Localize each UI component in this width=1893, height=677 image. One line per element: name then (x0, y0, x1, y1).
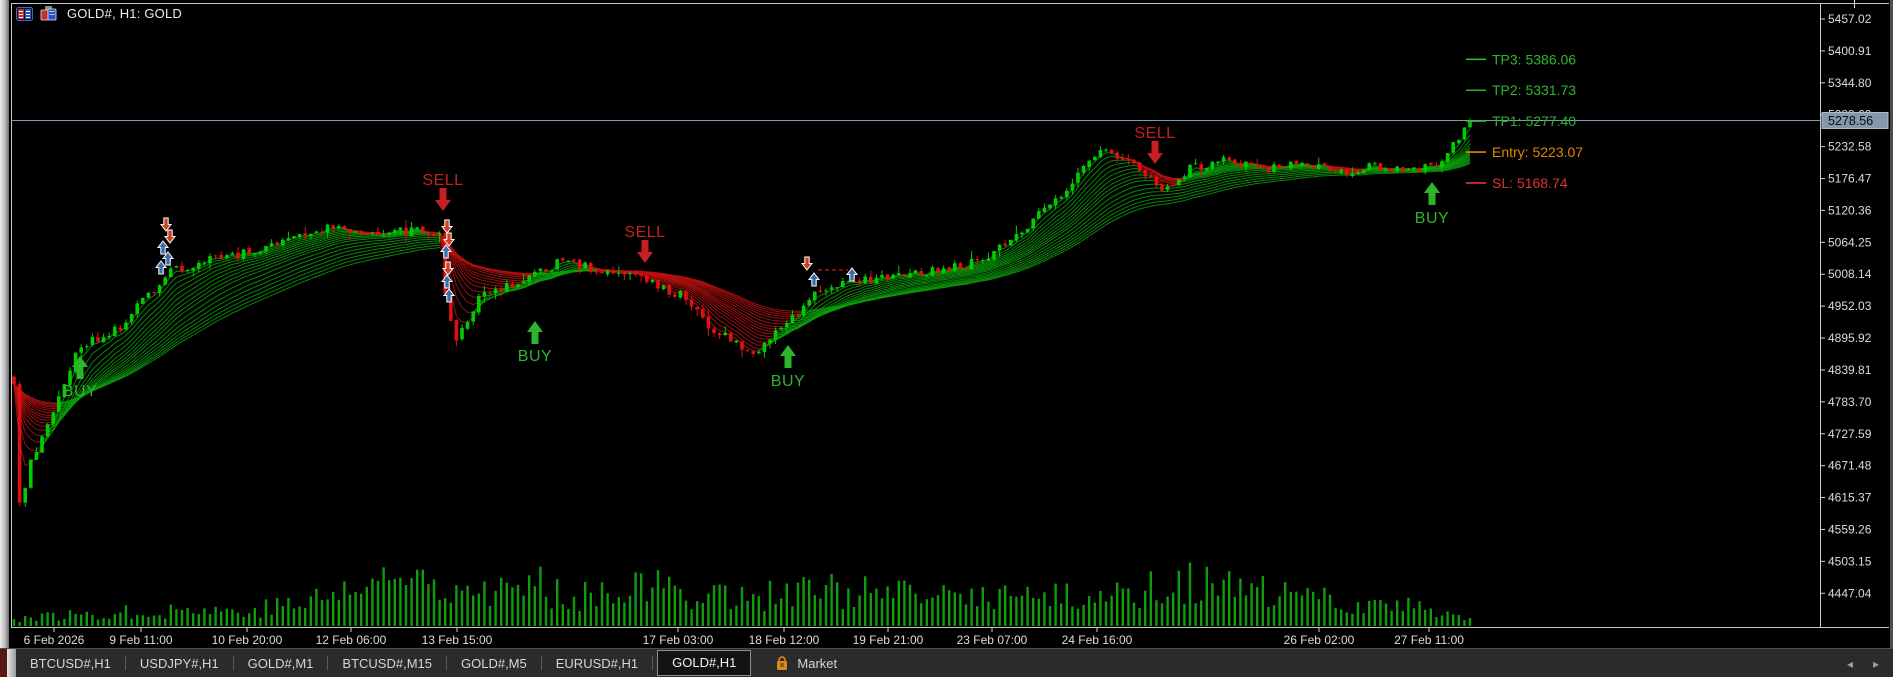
tab-separator (232, 656, 234, 670)
price-tick-label: 4503.15 (1828, 554, 1872, 568)
price-tick-label: 4839.81 (1828, 363, 1872, 377)
price-tick-label: 5457.02 (1828, 12, 1872, 26)
tab-scroll-left-button[interactable]: ◂ (1846, 656, 1853, 671)
tab-separator (124, 656, 126, 670)
price-tick-label: 4727.59 (1828, 427, 1872, 441)
tab-bar-edge (7, 648, 16, 677)
buy-signal-label: BUY (1415, 210, 1449, 227)
tab-separator (446, 656, 447, 670)
time-tick-label: 12 Feb 06:00 (316, 633, 387, 647)
time-tick-label: 27 Feb 11:00 (1394, 633, 1464, 647)
window-right-edge (1890, 0, 1893, 677)
market-watch-icon (16, 6, 33, 21)
time-tick-label: 26 Feb 02:00 (1284, 633, 1355, 647)
market-tab[interactable]: Market (775, 656, 837, 671)
ma-ribbon (13, 128, 1471, 467)
price-tick-label: 5064.25 (1828, 235, 1872, 249)
candlestick-series (12, 118, 1472, 507)
buy-signal-label: BUY (63, 383, 97, 400)
volume-series (12, 562, 1472, 626)
current-price-box: 5278.56 (1821, 111, 1889, 129)
trade-levels: TP3: 5386.06 TP2: 5331.73 TP1: 5277.40 Entr… (1466, 51, 1583, 191)
price-tick-label: 4895.92 (1828, 331, 1872, 345)
tab-separator (652, 656, 654, 670)
price-tick-label: 5008.14 (1828, 267, 1872, 281)
tab-separator (327, 656, 329, 670)
market-tab-label: Market (797, 655, 838, 671)
price-tick-label: 5120.36 (1828, 203, 1872, 217)
level-label-sl: SL: 5168.74 (1492, 175, 1568, 191)
level-label-entry: Entry: 5223.07 (1492, 144, 1583, 160)
signal-markers: BUY BUY BUY BUY SELL SELL SELL (63, 125, 1449, 400)
tab-btcusd-h1[interactable]: BTCUSD#,H1 (30, 655, 111, 671)
tab-gold-m1[interactable]: GOLD#,M1 (247, 655, 314, 671)
price-tick-label: 4952.03 (1828, 299, 1872, 313)
price-tick-label: 5232.58 (1828, 140, 1872, 154)
sell-signal-label: SELL (624, 224, 665, 241)
new-order-icon (40, 6, 57, 21)
price-tick-label: 5400.91 (1828, 44, 1872, 58)
chart-borders (11, 0, 1889, 628)
time-tick-label: 6 Feb 2026 (24, 633, 85, 647)
time-tick-label: 13 Feb 15:00 (422, 633, 493, 647)
tab-separator (540, 656, 542, 670)
price-tick-label: 4615.37 (1828, 491, 1872, 505)
tab-bar-corner-strip (0, 648, 7, 677)
chart-title: GOLD#, H1: GOLD (16, 6, 182, 21)
time-tick-label: 24 Feb 16:00 (1062, 633, 1133, 647)
time-tick-label: 9 Feb 11:00 (109, 633, 172, 647)
time-tick-label: 18 Feb 12:00 (749, 633, 820, 647)
tab-gold-m5[interactable]: GOLD#,M5 (461, 655, 527, 671)
tab-scroll-right-button[interactable]: ▸ (1872, 656, 1879, 671)
buy-signal-label: BUY (771, 373, 805, 390)
level-label-tp2: TP2: 5331.73 (1492, 82, 1576, 98)
current-price-value: 5278.56 (1828, 114, 1873, 128)
time-tick-label: 17 Feb 03:00 (643, 633, 714, 647)
order-arrow-markers (154, 217, 859, 303)
price-tick-label: 4783.70 (1828, 395, 1872, 409)
price-tick-label: 4671.48 (1828, 459, 1872, 473)
tab-usdjpy-h1[interactable]: USDJPY#,H1 (139, 655, 219, 671)
chart-tab-bar: BTCUSD#,H1 USDJPY#,H1 GOLD#,M1 BTCUSD#,M15 G… (0, 648, 1893, 677)
level-label-tp1: TP1: 5277.40 (1492, 113, 1576, 129)
tab-gold-h1[interactable]: GOLD#,H1 (657, 650, 752, 676)
price-tick-label: 5176.47 (1828, 172, 1872, 186)
price-tick-label: 5344.80 (1828, 76, 1872, 90)
price-chart-canvas[interactable]: 5457.025400.915344.805288.695232.585176.… (0, 0, 1893, 648)
tab-btcusd-m15[interactable]: BTCUSD#,M15 (342, 655, 432, 671)
window-left-edge (0, 0, 9, 677)
time-axis[interactable]: 6 Feb 2026 9 Feb 11:00 10 Feb 20:00 12 Feb … (24, 627, 1465, 647)
time-tick-label: 19 Feb 21:00 (853, 633, 924, 647)
chart-tabs: BTCUSD#,H1 USDJPY#,H1 GOLD#,M1 BTCUSD#,M15 G… (16, 650, 755, 677)
tab-eurusd-h1[interactable]: EURUSD#,H1 (555, 655, 639, 671)
price-tick-label: 4559.26 (1828, 522, 1872, 536)
buy-signal-label: BUY (518, 348, 552, 365)
price-axis[interactable]: 5457.025400.915344.805288.695232.585176.… (1820, 12, 1872, 600)
sell-signal-label: SELL (422, 172, 463, 189)
price-tick-label: 4447.04 (1828, 586, 1872, 600)
time-tick-label: 23 Feb 07:00 (957, 633, 1028, 647)
tab-scroll-controls: ◂ ▸ (1847, 649, 1879, 677)
time-tick-label: 10 Feb 20:00 (212, 633, 283, 647)
market-bag-icon (777, 655, 788, 670)
level-label-tp3: TP3: 5386.06 (1492, 51, 1576, 67)
sell-signal-label: SELL (1134, 125, 1175, 142)
chart-symbol-label: GOLD#, H1: GOLD (67, 6, 182, 21)
